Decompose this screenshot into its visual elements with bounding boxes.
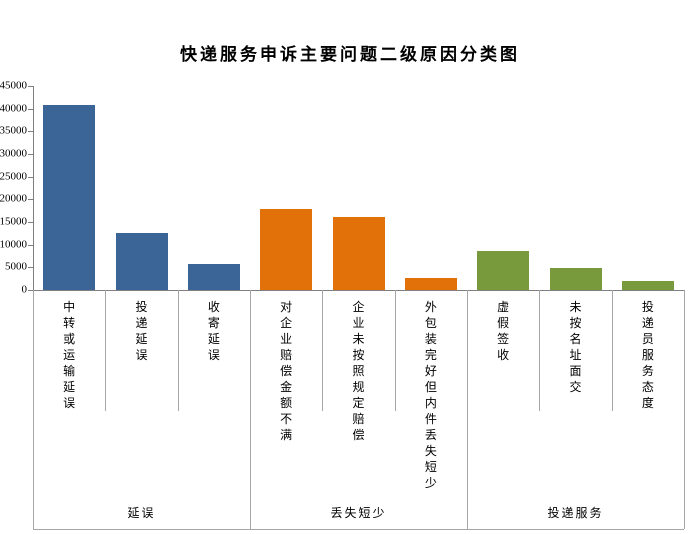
y-tick-label: 35000 xyxy=(0,124,27,137)
bar xyxy=(187,264,240,290)
bar xyxy=(332,217,385,290)
group-separator-line xyxy=(684,290,685,529)
bar-category-label: 企 业 未 按 照 规 定 赔 偿 xyxy=(352,300,365,442)
bar xyxy=(43,105,96,290)
y-tick-mark xyxy=(28,131,33,133)
y-tick-label: 5000 xyxy=(5,260,27,273)
y-tick-label: 15000 xyxy=(0,215,27,228)
category-separator-line xyxy=(177,290,179,411)
bar-category-label: 投 递 员 服 务 态 度 xyxy=(641,300,654,410)
group-separator-line xyxy=(250,290,251,529)
y-tick-mark xyxy=(28,176,33,178)
bar-category-label: 中 转 或 运 输 延 误 xyxy=(63,300,76,410)
y-tick-mark xyxy=(28,86,33,87)
x-axis-line xyxy=(33,290,684,291)
y-tick-label: 25000 xyxy=(0,170,27,183)
bar-category-label: 投 递 延 误 xyxy=(135,300,148,362)
group-label: 丢失短少 xyxy=(330,506,387,520)
bar-category-label: 收 寄 延 误 xyxy=(207,300,220,362)
y-tick-mark xyxy=(28,290,33,291)
y-tick-mark xyxy=(28,244,33,246)
bar-category-label: 对 企 业 赔 偿 金 额 不 满 xyxy=(280,300,293,442)
group-separator-line xyxy=(33,290,34,529)
y-tick-label: 30000 xyxy=(0,147,27,160)
group-label: 投递服务 xyxy=(547,506,604,520)
bottom-border-line xyxy=(33,529,684,530)
bar xyxy=(404,277,457,290)
y-axis-line xyxy=(33,86,34,290)
y-tick-mark xyxy=(28,199,33,201)
bar-category-label: 外 包 装 完 好 但 内 件 丢 失 短 少 xyxy=(424,300,437,490)
group-label: 延误 xyxy=(127,506,156,520)
y-tick-mark xyxy=(28,267,33,269)
y-tick-mark xyxy=(28,154,33,155)
bar-category-label: 未 按 名 址 面 交 xyxy=(569,300,582,394)
group-separator-line xyxy=(467,290,468,529)
bar-category-label: 虚 假 签 收 xyxy=(497,300,510,362)
chart-title: 快递服务申诉主要问题二级原因分类图 xyxy=(180,45,520,65)
y-tick-mark xyxy=(28,108,33,110)
category-separator-line xyxy=(394,290,396,411)
bar xyxy=(549,268,602,290)
y-tick-mark xyxy=(28,222,33,223)
category-separator-line xyxy=(539,290,541,411)
category-separator-line xyxy=(322,290,324,411)
bar xyxy=(115,233,168,290)
bar xyxy=(477,250,530,290)
y-tick-label: 10000 xyxy=(0,238,27,251)
bar xyxy=(621,281,674,290)
bar xyxy=(260,209,313,290)
category-separator-line xyxy=(105,290,107,411)
y-tick-label: 45000 xyxy=(0,79,27,92)
category-separator-line xyxy=(611,290,613,411)
y-tick-label: 20000 xyxy=(0,192,27,205)
y-tick-label: 40000 xyxy=(0,102,27,115)
y-tick-label: 0 xyxy=(21,283,28,296)
